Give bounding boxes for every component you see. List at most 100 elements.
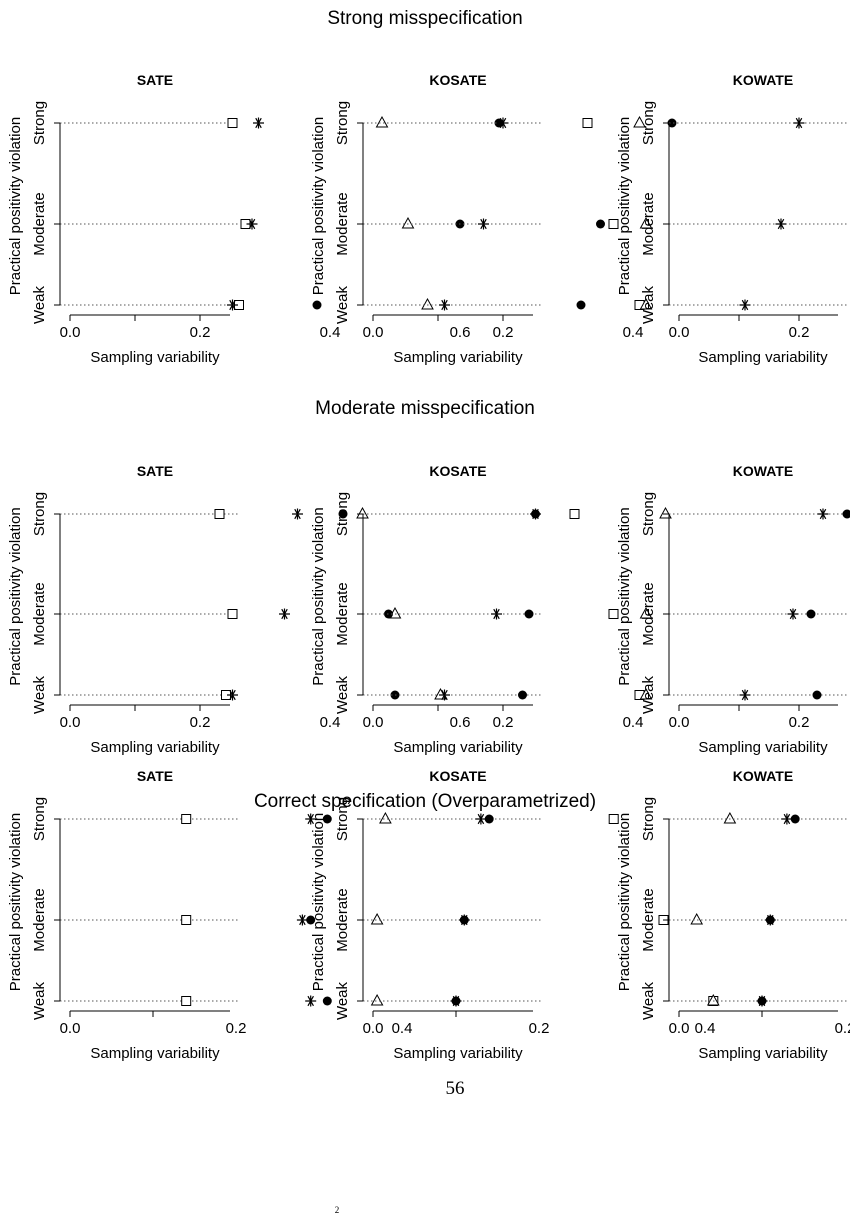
x-axis-title: Sampling variability	[393, 349, 523, 366]
y-axis-title: Practical positivity violation	[616, 507, 633, 685]
y-tick-label: Strong	[31, 797, 48, 841]
x-axis-title: Sampling variability	[393, 739, 523, 756]
asterisk-point-strong	[781, 813, 793, 825]
y-axis-title: Practical positivity violation	[7, 117, 24, 295]
y-tick-label: Moderate	[31, 582, 48, 645]
panel-sate: SATE Weak Moderate Strong Practical positivi…	[7, 72, 504, 366]
x-axis-title: Sampling variability	[698, 739, 828, 756]
section-2: Moderate misspecification SATE Weak Moderat…	[7, 398, 850, 756]
y-tick-label: Weak	[334, 675, 351, 714]
panel-title: KOWATE	[733, 768, 793, 784]
open-square-point-strong	[227, 118, 238, 128]
filled-circle-point-weak	[812, 690, 822, 700]
asterisk-point-weak	[305, 995, 317, 1007]
panel-title: KOSATE	[429, 463, 486, 479]
open-triangle-point-strong	[633, 115, 646, 128]
footnote-mark: 2	[335, 1205, 340, 1215]
filled-circle-point-strong	[790, 814, 800, 824]
y-axis-title: Practical positivity violation	[310, 117, 327, 295]
filled-circle-point-weak	[757, 996, 767, 1006]
panel-kosate: KOSATE Weak Moderate Strong Practical positi…	[310, 463, 672, 756]
filled-circle-point-weak	[322, 996, 332, 1006]
asterisk-point-strong	[793, 117, 805, 129]
filled-circle-point-moderate	[806, 609, 816, 619]
asterisk-point-weak	[739, 689, 751, 701]
y-tick-label: Moderate	[334, 582, 351, 645]
filled-circle-point-moderate	[459, 915, 469, 925]
open-square-point-moderate	[608, 219, 619, 229]
y-tick-label: Moderate	[334, 888, 351, 951]
filled-circle-point-moderate	[524, 609, 534, 619]
y-tick-label: Strong	[31, 492, 48, 536]
x-tick-label: 0.4	[695, 1020, 716, 1037]
filled-circle-point-moderate	[765, 915, 775, 925]
y-tick-label: Moderate	[640, 192, 657, 255]
asterisk-point-moderate	[296, 914, 308, 926]
x-tick-label: 0.4	[623, 324, 644, 341]
x-tick-label: 0.0	[669, 324, 690, 341]
panel-sate: SATE Weak Moderate Strong Practical positivi…	[7, 768, 412, 1062]
open-square-point-moderate	[181, 915, 192, 925]
open-square-point-strong	[181, 814, 192, 824]
y-axis-title: Practical positivity violation	[7, 813, 24, 991]
asterisk-point-weak	[739, 299, 751, 311]
x-tick-label: 0.2	[789, 324, 810, 341]
x-tick-label: 0.2	[835, 1020, 850, 1037]
x-tick-label: 0.0	[60, 1020, 81, 1037]
open-triangle-point-moderate	[690, 912, 704, 925]
panel-title: KOSATE	[429, 768, 486, 784]
y-axis-title: Practical positivity violation	[310, 813, 327, 991]
asterisk-point-strong	[253, 117, 264, 129]
filled-circle-point-strong	[322, 814, 332, 824]
open-triangle-point-strong	[723, 811, 737, 824]
asterisk-point-weak	[227, 689, 238, 701]
asterisk-point-strong	[305, 813, 317, 825]
x-axis-title: Sampling variability	[90, 739, 220, 756]
y-tick-label: Weak	[31, 285, 48, 324]
filled-circle-point-weak	[312, 300, 322, 310]
x-tick-label: 0.6	[450, 324, 471, 341]
y-tick-label: Weak	[640, 981, 657, 1020]
filled-circle-point-strong	[484, 814, 494, 824]
x-tick-label: 0.2	[789, 714, 810, 731]
filled-circle-point-strong	[842, 509, 850, 519]
asterisk-point-moderate	[478, 218, 489, 230]
asterisk-point-moderate	[279, 608, 290, 620]
filled-circle-point-moderate	[306, 915, 316, 925]
asterisk-point-weak	[227, 299, 238, 311]
y-tick-label: Weak	[334, 285, 351, 324]
filled-circle-point-moderate	[596, 219, 605, 229]
y-tick-label: Strong	[640, 797, 657, 841]
open-triangle-point-weak	[706, 993, 720, 1006]
x-tick-label: 0.4	[320, 324, 341, 341]
open-triangle-point-strong	[375, 115, 389, 128]
x-tick-label: 0.2	[190, 714, 211, 731]
x-tick-label: 0.0	[363, 714, 384, 731]
x-axis-title: Sampling variability	[90, 1045, 220, 1062]
open-triangle-point-strong	[379, 811, 392, 824]
y-axis-title: Practical positivity violation	[7, 507, 24, 685]
open-square-point-moderate	[227, 609, 238, 619]
y-tick-label: Strong	[334, 797, 351, 841]
panel-kosate: KOSATE Weak Moderate Strong Practical positi…	[310, 72, 677, 366]
panel-kowate: KOWATE Weak Moderate Strong Practical positi…	[616, 72, 848, 366]
x-tick-label: 0.6	[450, 714, 471, 731]
asterisk-point-moderate	[246, 218, 258, 230]
panel-title: KOWATE	[733, 463, 793, 479]
y-tick-label: Weak	[31, 675, 48, 714]
y-tick-label: Moderate	[640, 582, 657, 645]
filled-circle-point-strong	[338, 509, 348, 519]
asterisk-point-strong	[292, 508, 303, 520]
asterisk-point-strong	[475, 813, 487, 825]
open-triangle-point-strong	[659, 506, 672, 519]
y-tick-label: Strong	[31, 101, 48, 145]
open-square-point-moderate	[608, 609, 619, 619]
open-square-point-strong	[569, 509, 580, 519]
x-tick-label: 0.2	[493, 324, 514, 341]
x-tick-label: 0.2	[226, 1020, 247, 1037]
asterisk-point-moderate	[491, 608, 502, 620]
filled-circle-point-weak	[518, 690, 527, 700]
panel-sate: SATE Weak Moderate Strong Practical positivi…	[7, 463, 470, 756]
panel-kowate: KOWATE Weak Moderate Strong Practical positi…	[616, 463, 850, 756]
